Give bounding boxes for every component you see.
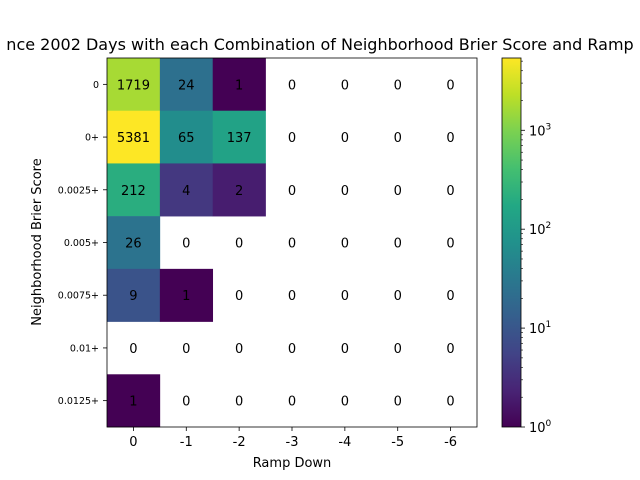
- cell-value-labels: 1719 24 1 0 0 0 0 5381 65 137 0 0 0 0 212 4 2 0 0 0 0 26 0 0 0 0 0…: [117, 78, 455, 409]
- y-tick-label: 0.005+: [64, 238, 99, 249]
- cell-value-label: 9: [129, 289, 137, 304]
- cell-value-label: 1719: [117, 78, 150, 93]
- heatmap-cell: [212, 163, 266, 217]
- x-tick-label: -1: [180, 435, 193, 450]
- cell-value-label: 0: [341, 184, 349, 199]
- x-axis-label: Ramp Down: [253, 456, 332, 471]
- cell-value-label: 0: [288, 289, 296, 304]
- cell-value-label: 0: [341, 131, 349, 146]
- cell-value-label: 0: [288, 78, 296, 93]
- colorbar-tick-label: 102: [529, 221, 551, 238]
- cell-value-label: 0: [341, 289, 349, 304]
- cell-value-label: 1: [235, 78, 243, 93]
- heatmap-cell: [212, 58, 266, 112]
- y-tick-label: 0.0125+: [58, 396, 99, 407]
- y-axis-label: Neighborhood Brier Score: [30, 158, 45, 325]
- heatmap-cell: [107, 110, 161, 164]
- cell-value-label: 0: [235, 342, 243, 357]
- x-tick-label: -4: [338, 435, 351, 450]
- cell-value-label: 0: [235, 237, 243, 252]
- cell-value-label: 0: [446, 237, 454, 252]
- heatmap-cell: [107, 268, 161, 322]
- cell-value-label: 0: [129, 342, 137, 357]
- cell-value-label: 0: [341, 342, 349, 357]
- heatmap-cell: [107, 374, 161, 428]
- cell-value-label: 212: [121, 184, 146, 199]
- chart-title: nce 2002 Days with each Combination of N…: [6, 35, 633, 54]
- colorbar-tick-label: 100: [529, 419, 552, 436]
- cell-value-label: 0: [288, 342, 296, 357]
- cell-value-label: 0: [394, 131, 402, 146]
- cell-value-label: 0: [288, 131, 296, 146]
- heatmap-cell: [107, 58, 161, 112]
- cell-value-label: 4: [182, 184, 190, 199]
- cell-value-label: 0: [394, 78, 402, 93]
- y-tick-label: 0+: [85, 133, 99, 144]
- heatmap-cell: [107, 163, 161, 217]
- cell-value-label: 24: [178, 78, 195, 93]
- x-tick-label: -2: [233, 435, 246, 450]
- heatmap-cells: [107, 58, 266, 428]
- cell-value-label: 0: [182, 237, 190, 252]
- colorbar-tick-label: 101: [529, 320, 551, 337]
- cell-value-label: 0: [446, 342, 454, 357]
- cell-value-label: 0: [235, 395, 243, 410]
- cell-value-label: 0: [394, 237, 402, 252]
- cell-value-label: 137: [227, 131, 252, 146]
- heatmap-cell: [212, 110, 266, 164]
- heatmap-cell: [159, 58, 214, 112]
- colorbar-ticks: 100 101 102 103: [521, 60, 552, 436]
- x-tick-label: -3: [286, 435, 299, 450]
- heatmap-cell: [159, 110, 214, 164]
- cell-value-label: 0: [182, 395, 190, 410]
- cell-value-label: 2: [235, 184, 243, 199]
- cell-value-label: 0: [446, 131, 454, 146]
- heatmap-cell: [107, 216, 161, 270]
- y-tick-label: 0.0025+: [58, 185, 99, 196]
- x-tick-label: 0: [129, 435, 137, 450]
- cell-value-label: 0: [341, 78, 349, 93]
- y-tick-label: 0.01+: [70, 343, 99, 354]
- cell-value-label: 1: [182, 289, 190, 304]
- cell-value-label: 5381: [117, 131, 150, 146]
- cell-value-label: 0: [288, 184, 296, 199]
- cell-value-label: 26: [125, 237, 142, 252]
- cell-value-label: 0: [341, 237, 349, 252]
- colorbar-tick-label: 103: [529, 122, 551, 139]
- y-axis-ticks: 0 0+ 0.0025+ 0.005+ 0.0075+ 0.01+ 0.0125+: [58, 80, 107, 407]
- cell-value-label: 0: [394, 184, 402, 199]
- x-axis-ticks: 0 -1 -2 -3 -4 -5 -6: [129, 427, 457, 450]
- cell-value-label: 0: [446, 395, 454, 410]
- cell-value-label: 1: [129, 395, 137, 410]
- cell-value-label: 0: [341, 395, 349, 410]
- cell-value-label: 0: [446, 184, 454, 199]
- cell-value-label: 0: [446, 289, 454, 304]
- heatmap-cell: [159, 163, 214, 217]
- y-tick-label: 0.0075+: [58, 291, 99, 302]
- cell-value-label: 0: [394, 342, 402, 357]
- cell-value-label: 65: [178, 131, 195, 146]
- cell-value-label: 0: [394, 289, 402, 304]
- cell-value-label: 0: [288, 237, 296, 252]
- cell-value-label: 0: [235, 289, 243, 304]
- cell-value-label: 0: [182, 342, 190, 357]
- y-tick-label: 0: [93, 80, 99, 91]
- heatmap-cell: [159, 268, 214, 322]
- x-tick-label: -5: [391, 435, 404, 450]
- cell-value-label: 0: [446, 78, 454, 93]
- x-tick-label: -6: [444, 435, 457, 450]
- cell-value-label: 0: [394, 395, 402, 410]
- cell-value-label: 0: [288, 395, 296, 410]
- colorbar: [501, 57, 522, 428]
